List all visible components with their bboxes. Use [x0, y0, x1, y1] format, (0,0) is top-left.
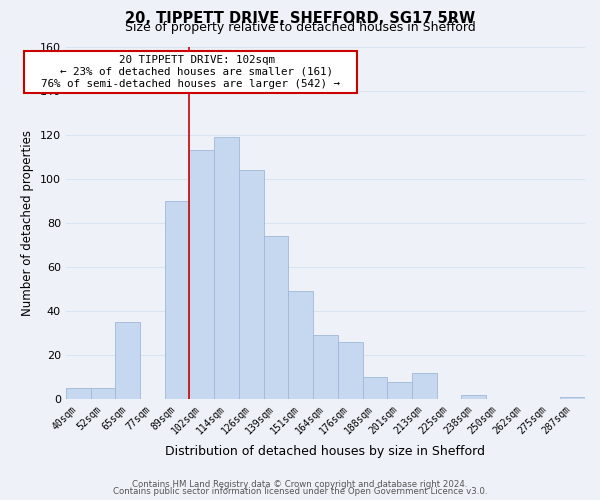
X-axis label: Distribution of detached houses by size in Shefford: Distribution of detached houses by size … [166, 444, 485, 458]
Bar [338, 342, 362, 400]
Text: 20, TIPPETT DRIVE, SHEFFORD, SG17 5RW: 20, TIPPETT DRIVE, SHEFFORD, SG17 5RW [125, 11, 475, 26]
Bar [263, 236, 289, 400]
Bar [214, 137, 239, 400]
Text: Contains public sector information licensed under the Open Government Licence v3: Contains public sector information licen… [113, 487, 487, 496]
Bar [412, 373, 437, 400]
Bar [165, 201, 190, 400]
Text: Size of property relative to detached houses in Shefford: Size of property relative to detached ho… [125, 21, 475, 34]
Text: 20 TIPPETT DRIVE: 102sqm
  ← 23% of detached houses are smaller (161)
  76% of s: 20 TIPPETT DRIVE: 102sqm ← 23% of detach… [28, 56, 353, 88]
Bar [66, 388, 91, 400]
Bar [289, 292, 313, 400]
Bar [560, 397, 585, 400]
Bar [362, 378, 387, 400]
Bar [115, 322, 140, 400]
Bar [91, 388, 115, 400]
Bar [461, 395, 486, 400]
Text: Contains HM Land Registry data © Crown copyright and database right 2024.: Contains HM Land Registry data © Crown c… [132, 480, 468, 489]
Bar [190, 150, 214, 400]
Bar [387, 382, 412, 400]
Bar [239, 170, 263, 400]
Bar [313, 336, 338, 400]
Y-axis label: Number of detached properties: Number of detached properties [22, 130, 34, 316]
